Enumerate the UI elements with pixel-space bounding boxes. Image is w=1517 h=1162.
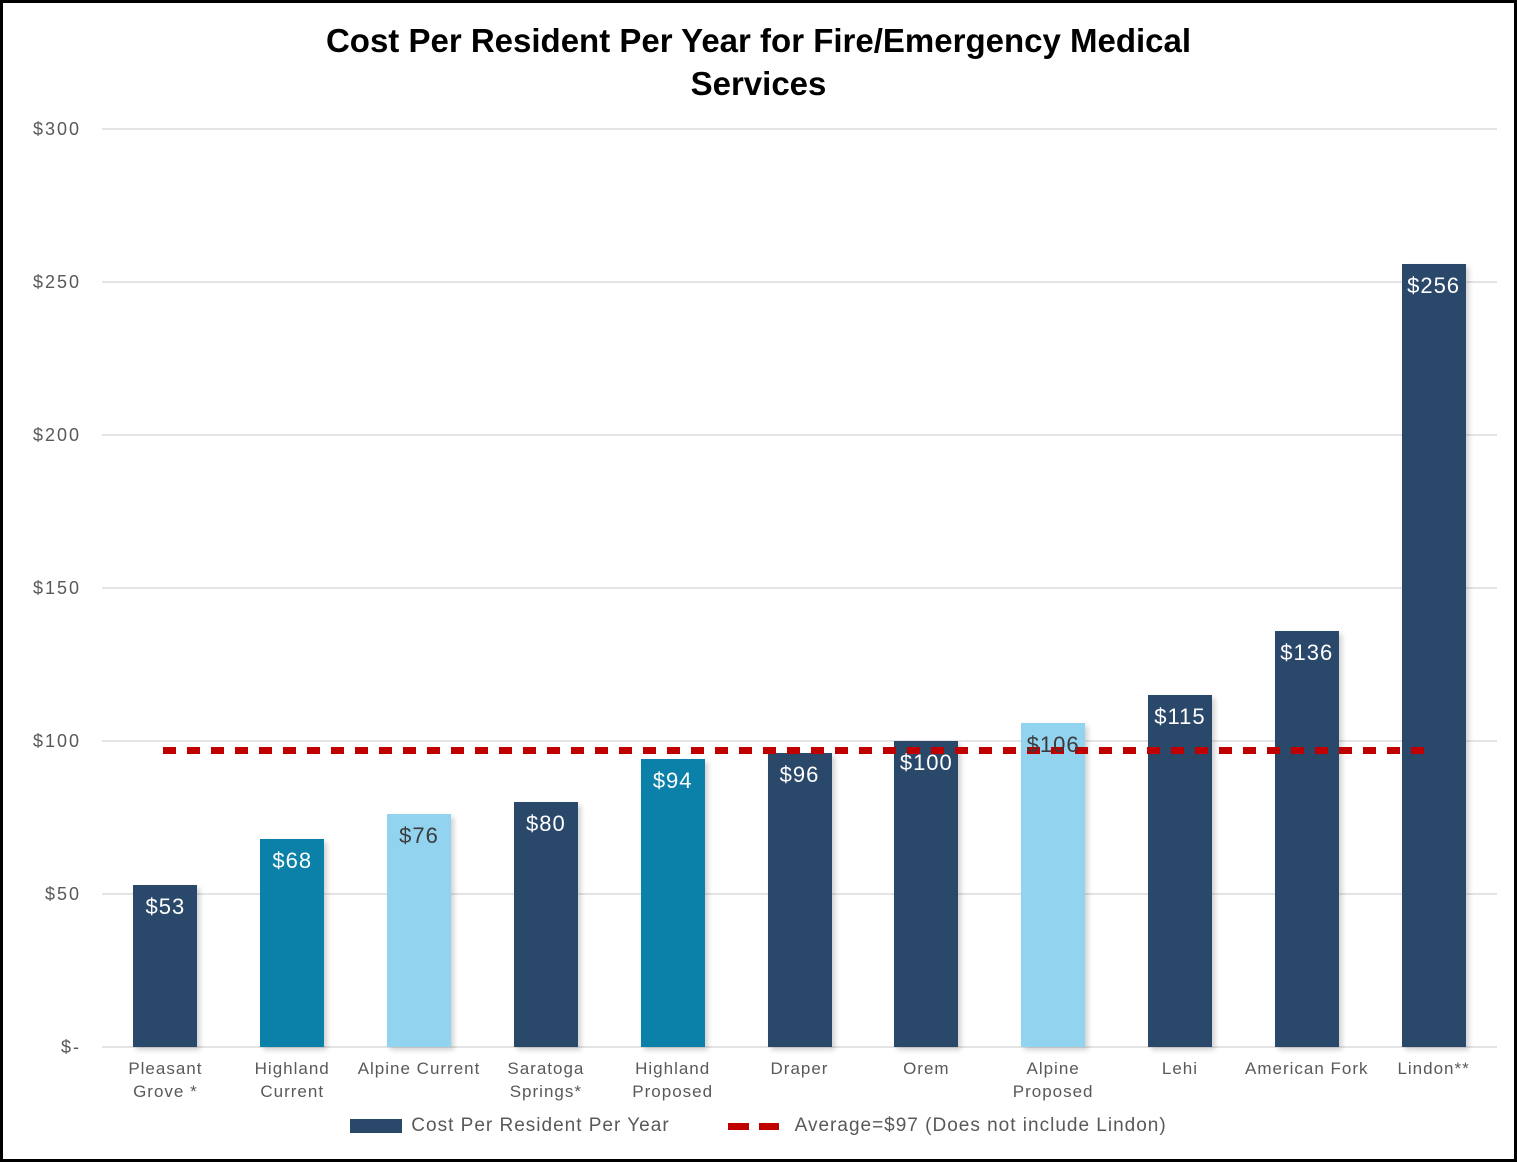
y-axis-tick-label: $100: [32, 731, 81, 751]
x-axis-category-label: Highland Current: [254, 1059, 330, 1101]
y-gridline: [102, 1046, 1497, 1048]
bar-value-label: $68: [272, 847, 313, 873]
legend-bar-swatch: [350, 1119, 403, 1133]
bar-draper: [767, 753, 832, 1047]
y-axis-tick-label: $-: [60, 1037, 81, 1057]
x-axis-category-label: Alpine Proposed: [1012, 1059, 1094, 1101]
y-axis-tick-label: $200: [32, 425, 81, 445]
chart-title: Cost Per Resident Per Year for Fire/Emer…: [325, 22, 1192, 102]
bar-saratoga-springs: [513, 802, 578, 1047]
legend-label-series: Cost Per Resident Per Year: [411, 1115, 670, 1136]
y-gridline: [102, 587, 1497, 589]
bar-value-label: $115: [1154, 704, 1206, 730]
y-gridline: [102, 128, 1497, 130]
bar-alpine-proposed: [1021, 722, 1086, 1047]
bar-highland-proposed: [640, 759, 705, 1047]
x-axis-category-label: American Fork: [1245, 1059, 1369, 1078]
y-gridline: [102, 434, 1497, 436]
bar-value-label: $100: [899, 750, 953, 775]
x-axis-category-label: Lindon**: [1397, 1059, 1470, 1078]
y-axis-tick-label: $50: [44, 884, 81, 904]
bar-lindon: [1401, 263, 1466, 1047]
legend-label-average: Average=$97 (Does not include Lindon): [794, 1115, 1167, 1136]
y-gridline: [102, 281, 1497, 283]
x-axis-category-label: Pleasant Grove *: [128, 1059, 203, 1101]
bar-value-label: $80: [526, 811, 566, 837]
bar-alpine-current: [387, 814, 452, 1047]
y-axis-tick-label: $250: [32, 272, 81, 292]
legend-item-average: Average=$97 (Does not include Lindon): [727, 1115, 1167, 1137]
bar-orem: [894, 741, 959, 1047]
bar-value-label: $106: [1026, 731, 1080, 757]
average-line: [163, 747, 1435, 755]
bar-value-label: $136: [1280, 639, 1334, 665]
bar-value-label: $256: [1407, 272, 1461, 298]
bar-value-label: $53: [145, 893, 186, 919]
y-axis-tick-label: $150: [32, 578, 81, 598]
y-axis-tick-label: $300: [32, 119, 81, 139]
bar-value-label: $76: [399, 823, 439, 849]
y-gridline: [102, 740, 1497, 742]
legend: Cost Per Resident Per Year Average=$97 (…: [3, 1115, 1514, 1137]
x-axis-category-label: Orem: [903, 1059, 950, 1078]
bar-value-label: $96: [779, 762, 820, 788]
legend-item-series: Cost Per Resident Per Year: [350, 1115, 669, 1137]
x-axis-category-label: Saratoga Springs*: [507, 1059, 585, 1101]
x-axis-category-label: Highland Proposed: [632, 1059, 714, 1101]
bar-highland-current: [260, 838, 325, 1047]
x-axis-category-label: Lehi: [1161, 1059, 1198, 1078]
legend-average-dash-icon: [727, 1122, 779, 1130]
bar-value-label: $94: [652, 768, 693, 794]
x-axis-category-label: Alpine Current: [357, 1059, 481, 1078]
x-axis-category-label: Draper: [770, 1059, 829, 1078]
bar-american-fork: [1274, 630, 1339, 1047]
bar-pleasant-grove: [133, 884, 198, 1047]
